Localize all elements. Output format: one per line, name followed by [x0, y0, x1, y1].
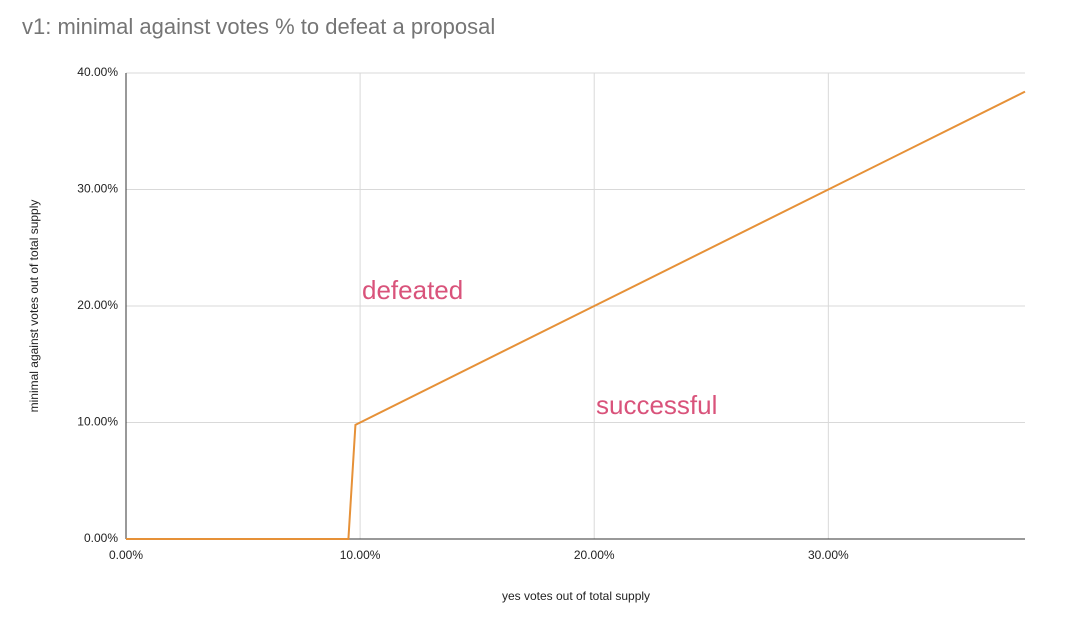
y-tick-label: 40.00% — [77, 65, 118, 79]
x-tick-label: 10.00% — [340, 548, 381, 562]
x-tick-label: 0.00% — [109, 548, 143, 562]
annotation: successful — [596, 390, 717, 420]
x-axis-label: yes votes out of total supply — [502, 589, 650, 603]
chart-title: v1: minimal against votes % to defeat a … — [22, 14, 495, 39]
x-tick-label: 30.00% — [808, 548, 849, 562]
x-tick-label: 20.00% — [574, 548, 615, 562]
y-tick-label: 20.00% — [77, 298, 118, 312]
y-axis-label: minimal against votes out of total suppl… — [27, 200, 41, 413]
y-tick-label: 10.00% — [77, 415, 118, 429]
data-line — [126, 90, 1026, 540]
y-tick-label: 0.00% — [84, 531, 118, 545]
y-tick-label: 30.00% — [77, 182, 118, 196]
annotation: defeated — [362, 275, 463, 305]
